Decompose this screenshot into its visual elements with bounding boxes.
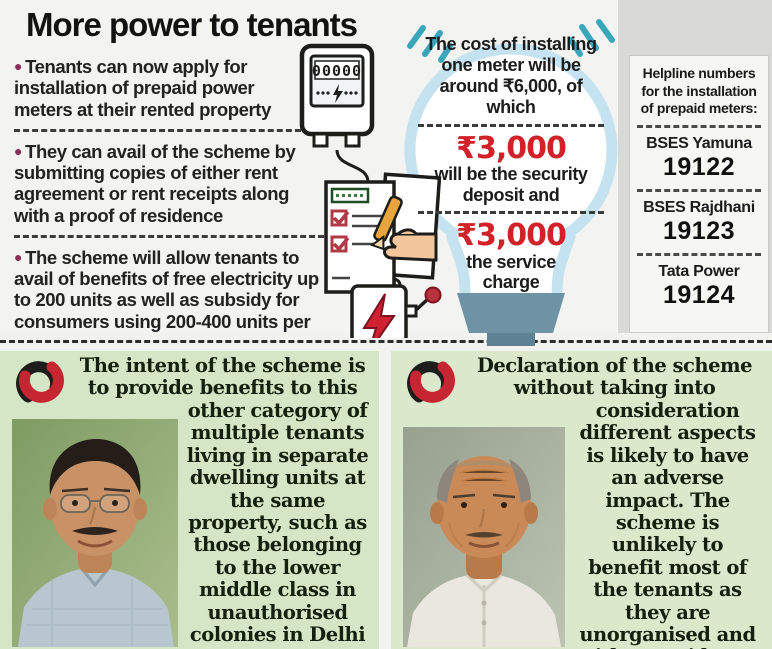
divider: [418, 123, 604, 127]
provider-name: BSES Yamuna: [646, 134, 752, 152]
provider-name: BSES Rajdhani: [643, 198, 755, 216]
bullet-text: Tenants can now apply for installation o…: [14, 56, 271, 120]
spark-lines-icon: [407, 19, 615, 63]
divider: [637, 188, 761, 192]
bullet-item: ● They can avail of the scheme by submitt…: [14, 141, 310, 226]
pencil-icon: [369, 195, 403, 251]
meter-reading: 00000: [312, 62, 362, 80]
cost-total-amount: ₹6,000: [502, 75, 558, 96]
divider: [418, 211, 604, 215]
photo-vijender-gupta: [403, 427, 565, 649]
quote-panel-gupta: Declaration of the scheme without taking…: [391, 351, 772, 649]
application-form-icon: [324, 172, 442, 294]
helpline-heading: Helpline numbers for the installation of…: [640, 65, 758, 116]
prepaid-meter-icon: 00000: [299, 43, 375, 148]
deposit-amount: ₹3,000: [456, 130, 567, 166]
bullet-list: ● Tenants can now apply for installation …: [14, 56, 326, 353]
bullet-item: ● Tenants can now apply for installation …: [14, 56, 306, 120]
helpline-entry: BSES Rajdhani 19123: [637, 199, 761, 246]
cost-intro: The cost of installing one meter will be…: [412, 34, 610, 118]
helpline-entry: BSES Yamuna 19122: [637, 135, 761, 182]
quote-text: The intent of the scheme is to provide b…: [79, 354, 369, 647]
bullet-dot-icon: ●: [14, 142, 23, 159]
quote-panel-kejriwal: The intent of the scheme is to provide b…: [0, 351, 379, 649]
scheme-illustration: 00000: [299, 43, 442, 338]
bullet-dot-icon: ●: [14, 58, 23, 74]
divider: [637, 124, 761, 128]
power-unit-icon: [350, 284, 442, 338]
divider: [637, 252, 761, 256]
helpline-number: 19123: [662, 216, 736, 245]
helpline-number: 19122: [662, 152, 736, 181]
cost-intro-text: The cost of installing one meter will be…: [425, 34, 597, 96]
divider: [14, 128, 310, 132]
cost-callout: The cost of installing one meter will be…: [412, 34, 610, 293]
service-amount: ₹3,000: [456, 218, 567, 254]
light-bulb-icon: [404, 19, 618, 346]
quote-icon: [12, 357, 68, 405]
helpline-entry: Tata Power 19124: [637, 263, 761, 310]
deposit-label: will be the security deposit and: [434, 164, 588, 205]
service-label: the service charge: [466, 251, 556, 293]
helpline-panel: Helpline numbers for the installation of…: [629, 55, 769, 333]
quote-icon: [403, 357, 459, 405]
hand-icon: [383, 228, 438, 262]
quote-text: Declaration of the scheme without taking…: [476, 354, 757, 649]
provider-name: Tata Power: [658, 262, 740, 280]
section-divider: [0, 340, 772, 343]
divider: [14, 234, 324, 238]
page-title: More power to tenants: [26, 6, 358, 43]
helpline-number: 19124: [662, 280, 736, 309]
bullet-text: They can avail of the scheme by submitti…: [14, 140, 296, 226]
photo-arvind-kejriwal: [12, 419, 178, 649]
cost-intro-suffix: , of which: [486, 75, 583, 117]
bullet-dot-icon: ●: [14, 248, 23, 265]
